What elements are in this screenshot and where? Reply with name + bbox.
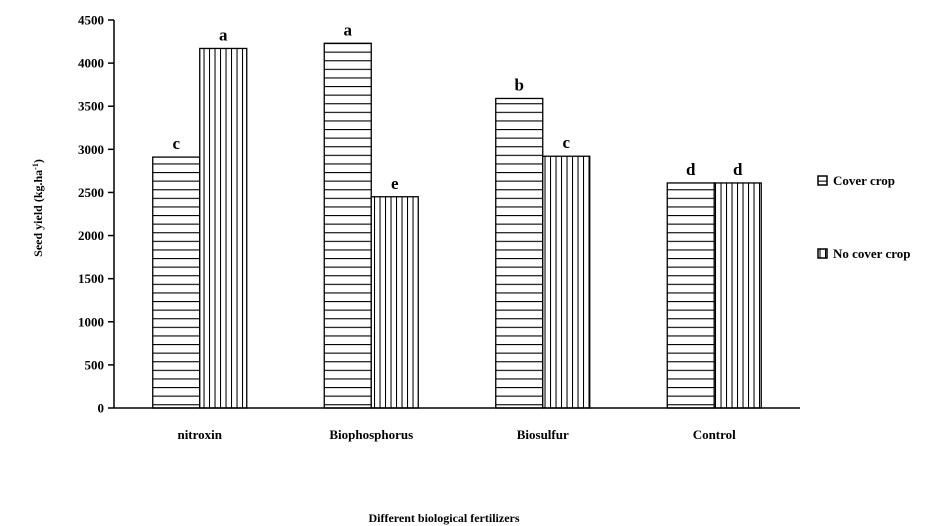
x-axis-title: Different biological fertilizers	[368, 511, 519, 525]
x-axis-categories: nitroxin Biophosphorus Biosulfur Control	[177, 427, 736, 442]
bar-no-cover-crop-biophosphorus	[370, 196, 419, 409]
y-tick-label: 0	[98, 401, 105, 416]
y-tick-label: 4500	[78, 13, 104, 28]
y-tick-label: 3500	[78, 99, 104, 114]
bar-cover-crop-biosulfur	[495, 97, 544, 409]
significance-letter: d	[733, 160, 743, 179]
bar-cover-crop-nitroxin	[152, 156, 201, 409]
legend-label-cover-crop: Cover crop	[833, 173, 895, 188]
significance-letter: c	[562, 133, 570, 152]
bar-no-cover-crop-control	[713, 182, 762, 409]
y-tick-label: 2500	[78, 185, 104, 200]
y-tick-label: 1000	[78, 314, 104, 329]
y-axis-ticks: 0 500 1000 1500 2000 2500 3000 3500 4000 4500	[78, 13, 114, 416]
y-tick-label: 4000	[78, 56, 104, 71]
y-axis-title: Seed yield (kg.ha-1)	[31, 159, 46, 257]
y-axis-title-main: Seed yield (kg.ha	[31, 170, 45, 257]
x-category-label: Control	[693, 427, 736, 442]
legend-swatch-cover-crop	[817, 175, 828, 186]
x-category-label: Biophosphorus	[329, 427, 413, 442]
significance-letter: a	[219, 25, 228, 44]
y-tick-label: 1500	[78, 271, 104, 286]
x-category-label: nitroxin	[177, 427, 222, 442]
significance-letter: c	[172, 134, 180, 153]
y-axis-title-superscript: -1	[31, 163, 40, 170]
bar-cover-crop-biophosphorus	[323, 42, 372, 409]
legend: Cover crop No cover crop	[817, 173, 911, 261]
x-category-label: Biosulfur	[517, 427, 569, 442]
legend-swatch-no-cover-crop	[817, 248, 828, 259]
significance-letter: e	[391, 174, 399, 193]
y-tick-label: 3000	[78, 142, 104, 157]
legend-label-no-cover-crop: No cover crop	[833, 246, 911, 261]
significance-letter: d	[686, 160, 696, 179]
bar-cover-crop-control	[666, 182, 715, 409]
y-tick-label: 500	[85, 357, 105, 372]
bar-no-cover-crop-biosulfur	[542, 155, 591, 409]
bar-no-cover-crop-nitroxin	[199, 47, 248, 409]
significance-letters: c a a e b c d d	[172, 20, 743, 192]
bars	[152, 42, 762, 409]
y-tick-label: 2000	[78, 228, 104, 243]
significance-letter: a	[344, 20, 353, 39]
y-axis-title-suffix: )	[31, 159, 45, 163]
significance-letter: b	[515, 75, 524, 94]
